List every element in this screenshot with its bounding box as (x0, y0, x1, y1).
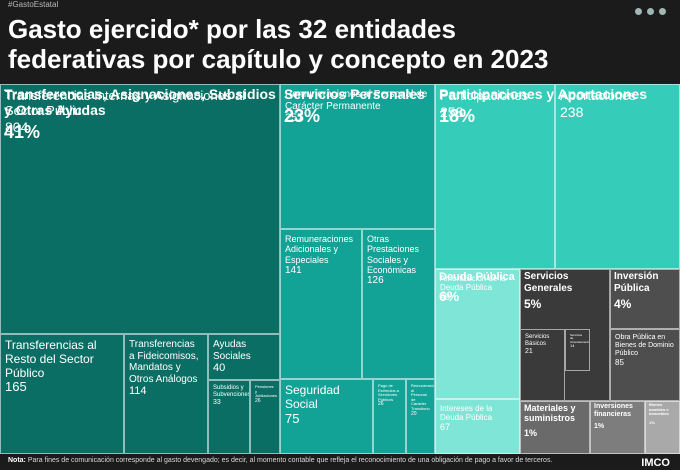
chapter-share: 5% (524, 297, 542, 311)
concept-value: 75 (285, 411, 300, 426)
cell-participaciones: Participaciones 258 (435, 84, 555, 269)
chart-title: Gasto ejercido* por las 32 entidades fed… (8, 14, 668, 74)
concept-label: Servicios de Arrendamiento (570, 333, 590, 344)
concept-label: Transferencias Internas y Asignaciones a… (5, 88, 246, 118)
concept-value: 238 (560, 104, 584, 120)
cell-inversiones-financieras (590, 401, 645, 454)
chapter-header-bienes-muebles-e-inmuebles: Bienes muebles e inmuebles 1% (645, 401, 680, 454)
cell-transferencias-internas-y-asignaciones-al-sector-publico: Transferencias Internas y Asignaciones a… (0, 84, 280, 334)
cell-seguridad-social: Seguridad Social 75 (280, 379, 373, 454)
concept-value: 67 (440, 422, 451, 432)
chapter-name: Servicios Personales (284, 86, 425, 102)
chapter-share: 41% (4, 122, 41, 142)
chapter-name: Materiales y suministros (524, 403, 576, 424)
cell-materiales-y-suministros (520, 401, 590, 454)
footnote-label: Nota: (8, 457, 26, 464)
concept-label: Pensiones y Jubilaciones (255, 384, 278, 399)
chapter-name: Participaciones y Aportaciones (439, 86, 647, 102)
concept-label: Amortización de la Deuda Pública (440, 274, 506, 293)
chapter-header-materiales-y-suministros: Materiales y suministros 1% (520, 401, 590, 454)
concept-value: 20 (411, 411, 417, 417)
cell-transferencias-a-fideicomisos-mandatos-y-otros-analogos: Transferencias a Fideicomisos, Mandatos … (124, 334, 208, 454)
concept-value: 85 (615, 358, 624, 367)
cell-remuneraciones-al-personal-de-caracter-transitorio: Remuneraciones al Personal de Carácter T… (406, 379, 435, 454)
chapter-header-inversion-publica: Inversión Pública 4% (610, 269, 680, 329)
chapter-header-servicios-generales: Servicios Generales 5% (520, 269, 610, 329)
cell-remuneraciones-al-personal-de-caracter-permanente: Remuneraciones al Personal de Carácter P… (280, 84, 435, 229)
concept-value: 21 (525, 348, 533, 355)
chapter-header-transferencias-asignaciones-subsidios-y-otras-ayudas: Transferencias, Asignaciones, Subsidios … (0, 84, 280, 164)
cell-remuneraciones-adicionales-y-especiales: Remuneraciones Adicionales y Especiales 1… (280, 229, 362, 379)
chapter-name: Servicios Generales (524, 271, 573, 294)
chapter-name: Transferencias, Asignaciones, Subsidios … (4, 86, 276, 119)
concept-value: 99 (440, 292, 451, 302)
cell-otras-prestaciones-sociales-y-economicas: Otras Prestaciones Sociales y Económicas… (362, 229, 435, 379)
concept-label: Pago de Estímulos a Servidores Públicos (378, 383, 399, 402)
concept-label: Remuneraciones al Personal de Carácter P… (285, 89, 428, 112)
concept-label: Obra Pública en Bienes de Dominio Públic… (615, 334, 674, 358)
concept-value: 40 (213, 362, 226, 374)
cell-bienes-muebles-e-inmuebles (645, 401, 680, 454)
cell-pensiones-y-jubilaciones: Pensiones y Jubilaciones 26 (250, 380, 280, 454)
chapter-share: 1% (594, 423, 605, 430)
concept-label: Subsidios y Subvenciones (213, 385, 250, 398)
menu-dots-icon (630, 2, 666, 20)
chapter-header-inversiones-financieras: Inversiones financieras 1% (590, 401, 645, 454)
chapter-name: Inversión Pública (614, 271, 659, 294)
chapter-share: 1% (649, 420, 655, 425)
concept-label: Participaciones (440, 88, 529, 103)
concept-value: 26 (255, 398, 261, 404)
chapter-header-servicios-personales: Servicios Personales 23% (280, 84, 435, 164)
chapter-share: 4% (614, 297, 632, 311)
chart-title-line-1: Gasto ejercido* por las 32 entidades (8, 14, 456, 44)
cell-amortizacion-de-la-deuda-publica: Amortización de la Deuda Pública 99 (435, 269, 520, 399)
imco-logo: IMCO (641, 457, 670, 469)
concept-value: 258 (440, 104, 464, 120)
chapter-share: 6% (439, 288, 460, 304)
concept-value: 126 (367, 275, 384, 286)
cell-servicios-basicos: Servicios Básicos 21 (520, 329, 565, 401)
concept-label: Intereses de la Deuda Pública (440, 404, 493, 423)
concept-value: 141 (285, 265, 302, 276)
chapter-share: 18% (439, 106, 476, 126)
cell-obra-publica-en-bienes-de-dominio-publico: Obra Pública en Bienes de Dominio Públic… (610, 329, 680, 401)
concept-label: Ayudas Sociales (213, 339, 251, 362)
chapter-name: Bienes muebles e inmuebles (649, 402, 669, 417)
footnote: Nota: Para fines de comunicación corresp… (8, 456, 608, 465)
concept-label: Transferencias al Resto del Sector Públi… (5, 338, 97, 380)
chart-title-line-2: federativas por capítulo y concepto en 2… (8, 44, 549, 74)
footnote-text: Para fines de comunicación corresponde a… (27, 457, 553, 464)
concept-label: Remuneraciones al Personal de Carácter T… (411, 383, 435, 411)
cell-inversion-publica-header-area (610, 269, 680, 329)
chapter-name: Inversiones financieras (594, 403, 633, 419)
concept-value: 165 (5, 379, 27, 394)
concept-value: 114 (129, 385, 147, 397)
concept-label: Remuneraciones Adicionales y Especiales (285, 234, 354, 265)
cell-pago-de-estimulos-a-servidores-publicos: Pago de Estímulos a Servidores Públicos 2… (373, 379, 406, 454)
cell-transferencias-al-resto-del-sector-publico: Transferencias al Resto del Sector Públi… (0, 334, 124, 454)
hashtag-label: #GastoEstatal (8, 0, 59, 9)
concept-value: 804 (5, 119, 29, 135)
concept-label: Transferencias a Fideicomisos, Mandatos … (129, 339, 199, 385)
cell-intereses-de-la-deuda-publica: Intereses de la Deuda Pública 67 (435, 399, 520, 454)
concept-label: Servicios Básicos (525, 334, 550, 347)
concept-label: Otras Prestaciones Sociales y Económicas (367, 234, 420, 276)
cell-subsidios-y-subvenciones: Subsidios y Subvenciones 33 (208, 380, 250, 454)
concept-value: 33 (213, 399, 221, 406)
chapter-header-participaciones-y-aportaciones: Participaciones y Aportaciones 18% (435, 84, 680, 164)
chapter-header-deuda-publica: Deuda Pública 6% (435, 269, 520, 329)
treemap: Transferencias Internas y Asignaciones a… (0, 84, 680, 454)
concept-label: Seguridad Social (285, 383, 340, 411)
concept-value: 14 (570, 343, 575, 348)
cell-servicios-de-arrendamiento: Servicios de Arrendamiento 14 (565, 329, 590, 371)
concept-label: Aportaciones (560, 88, 636, 103)
cell-aportaciones: Aportaciones 238 (555, 84, 680, 269)
chapter-share: 23% (284, 106, 321, 126)
chapter-name: Deuda Pública (439, 271, 515, 283)
concept-value: 26 (378, 401, 384, 407)
chapter-share: 1% (524, 428, 538, 438)
cell-ayudas-sociales: Ayudas Sociales 40 (208, 334, 280, 380)
concept-value: 257 (285, 112, 304, 124)
